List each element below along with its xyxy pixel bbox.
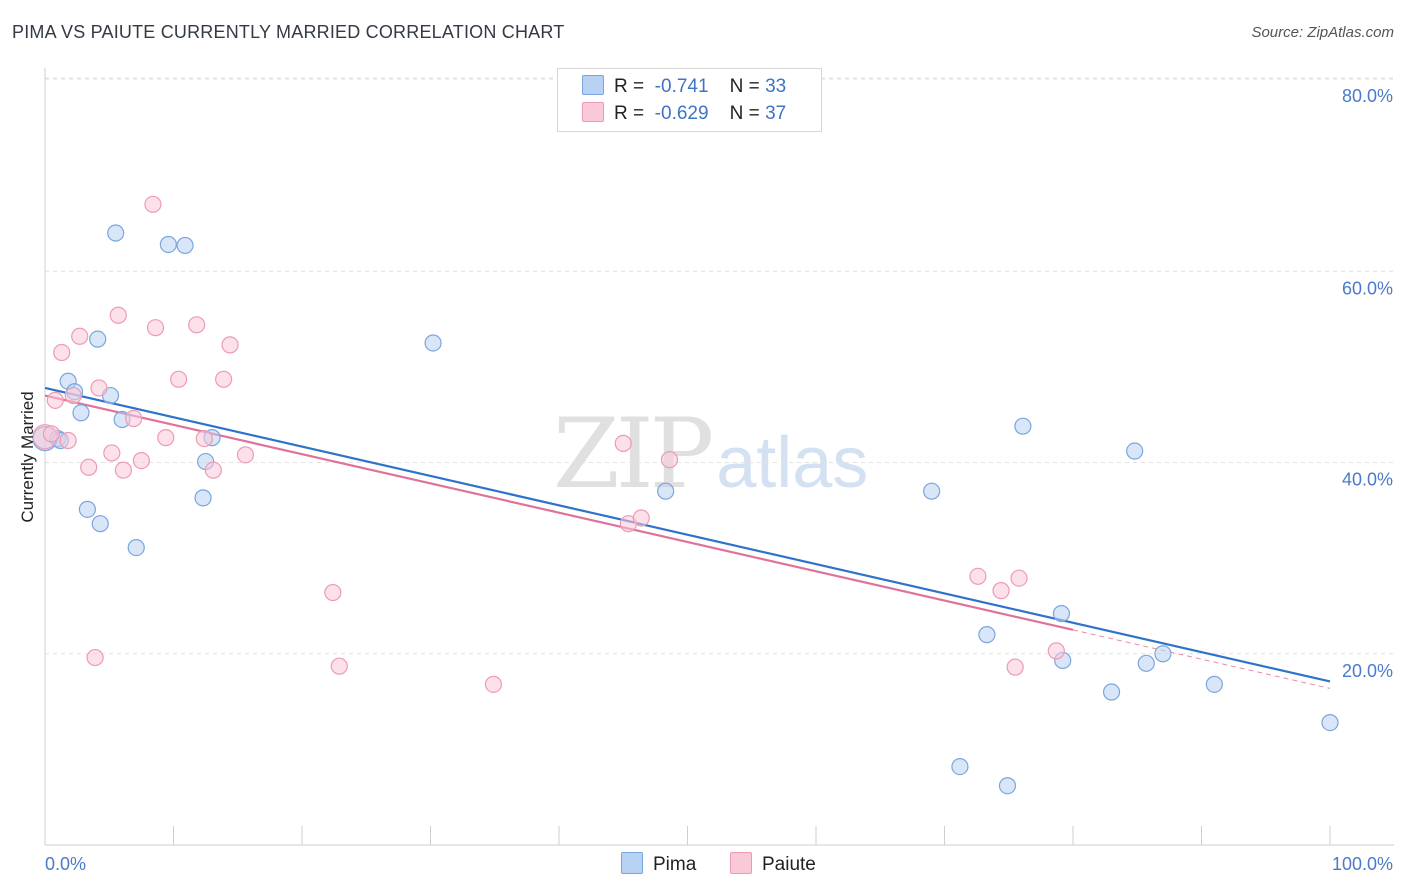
paiute-point [53, 343, 71, 362]
pima-point [424, 334, 442, 352]
pima-point [91, 515, 109, 533]
paiute-point [1006, 658, 1024, 676]
x-tick-label-max: 100.0% [1332, 854, 1393, 874]
paiute-point [80, 458, 98, 476]
paiute-point [59, 431, 77, 450]
trend-lines [44, 386, 1331, 689]
legend-row-paiute: R = -0.629 N = 37 [582, 102, 786, 126]
paiute-point [103, 444, 121, 462]
pima-point [159, 235, 177, 254]
pima-point [72, 404, 90, 422]
pima-trend-line [44, 386, 1331, 683]
pima-point [176, 236, 194, 255]
pima-points [32, 224, 1339, 795]
y-tick-label: 60.0% [1342, 278, 1393, 298]
paiute-point [42, 425, 61, 443]
pima-point [951, 757, 969, 776]
paiute-point [188, 316, 206, 334]
legend-r-label: R = [614, 103, 645, 124]
paiute-points [32, 195, 1065, 693]
paiute-point [632, 509, 650, 527]
paiute-point [146, 319, 165, 337]
bottom-legend-paiute: Paiute [730, 852, 816, 876]
paiute-point [1010, 569, 1028, 587]
legend-r-label: R = [614, 76, 645, 97]
paiute-point [204, 461, 222, 479]
legend-n-value: 37 [765, 103, 787, 124]
paiute-point [484, 675, 503, 693]
correlation-legend: R = -0.741 N = 33 R = -0.629 N = 37 [557, 68, 822, 132]
pima-point [1137, 654, 1155, 672]
paiute-point [195, 429, 213, 448]
pima-point [89, 330, 107, 348]
paiute-point [64, 386, 82, 405]
paiute-point [46, 391, 64, 409]
legend-r-value: -0.629 [654, 103, 709, 124]
paiute-point [215, 370, 233, 388]
paiute-point [992, 582, 1010, 600]
legend-r-value: -0.741 [654, 76, 709, 97]
pima-point [1154, 645, 1172, 663]
bottom-legend-paiute-label: Paiute [762, 854, 816, 875]
bottom-legend-pima-label: Pima [653, 854, 697, 875]
paiute-point [157, 429, 175, 447]
pima-point [1052, 604, 1071, 623]
paiute-point [132, 451, 150, 470]
paiute-trend-line [44, 394, 1074, 631]
paiute-point [114, 461, 132, 479]
paiute-point [1047, 642, 1065, 660]
paiute-point [969, 567, 987, 585]
pima-point [657, 482, 675, 500]
y-axis-title: Currently Married [18, 391, 37, 522]
pima-point [194, 489, 212, 507]
paiute-point [71, 327, 89, 345]
paiute-point [86, 648, 104, 667]
paiute-legend-icon [730, 852, 752, 874]
paiute-swatch-icon [582, 102, 604, 122]
pima-point [978, 626, 996, 644]
paiute-point [170, 370, 188, 388]
paiute-point [125, 409, 143, 428]
pima-point [1321, 713, 1339, 732]
pima-point [1126, 442, 1144, 460]
paiute-trend-extension [1072, 629, 1331, 689]
paiute-point [660, 451, 679, 469]
legend-n-label: N = [729, 103, 760, 124]
y-tick-label: 20.0% [1342, 661, 1393, 681]
watermark-zip: ZIP [553, 398, 714, 510]
bottom-legend-pima: Pima [621, 852, 696, 876]
tick-labels: 20.0% 40.0% 60.0% 80.0% 0.0% 100.0% [45, 86, 1393, 874]
watermark: ZIPatlas [553, 398, 868, 510]
grid-lines [45, 77, 1394, 655]
source-label: Source: ZipAtlas.com [1251, 24, 1394, 41]
paiute-point [614, 434, 632, 452]
x-tick-label-min: 0.0% [45, 854, 86, 874]
paiute-point [236, 446, 255, 464]
paiute-point [90, 379, 108, 397]
paiute-point [221, 336, 239, 354]
axes [44, 68, 1394, 846]
legend-row-pima: R = -0.741 N = 33 [582, 75, 786, 99]
pima-point [107, 224, 125, 242]
paiute-point [324, 583, 342, 602]
pima-point [1102, 683, 1121, 701]
pima-point [1014, 417, 1032, 435]
paiute-point [109, 306, 127, 324]
y-tick-label: 40.0% [1342, 470, 1393, 490]
pima-legend-icon [621, 852, 643, 874]
pima-point [923, 482, 941, 500]
pima-point [998, 777, 1017, 795]
pima-swatch-icon [582, 75, 604, 95]
legend-n-label: N = [729, 76, 760, 97]
y-tick-label: 80.0% [1342, 86, 1393, 106]
paiute-point [144, 195, 162, 213]
chart-title: PIMA VS PAIUTE CURRENTLY MARRIED CORRELA… [12, 22, 565, 42]
pima-point [78, 500, 97, 518]
paiute-point [330, 657, 348, 675]
legend-n-value: 33 [765, 76, 787, 97]
pima-point [127, 539, 145, 557]
pima-point [1205, 675, 1223, 693]
